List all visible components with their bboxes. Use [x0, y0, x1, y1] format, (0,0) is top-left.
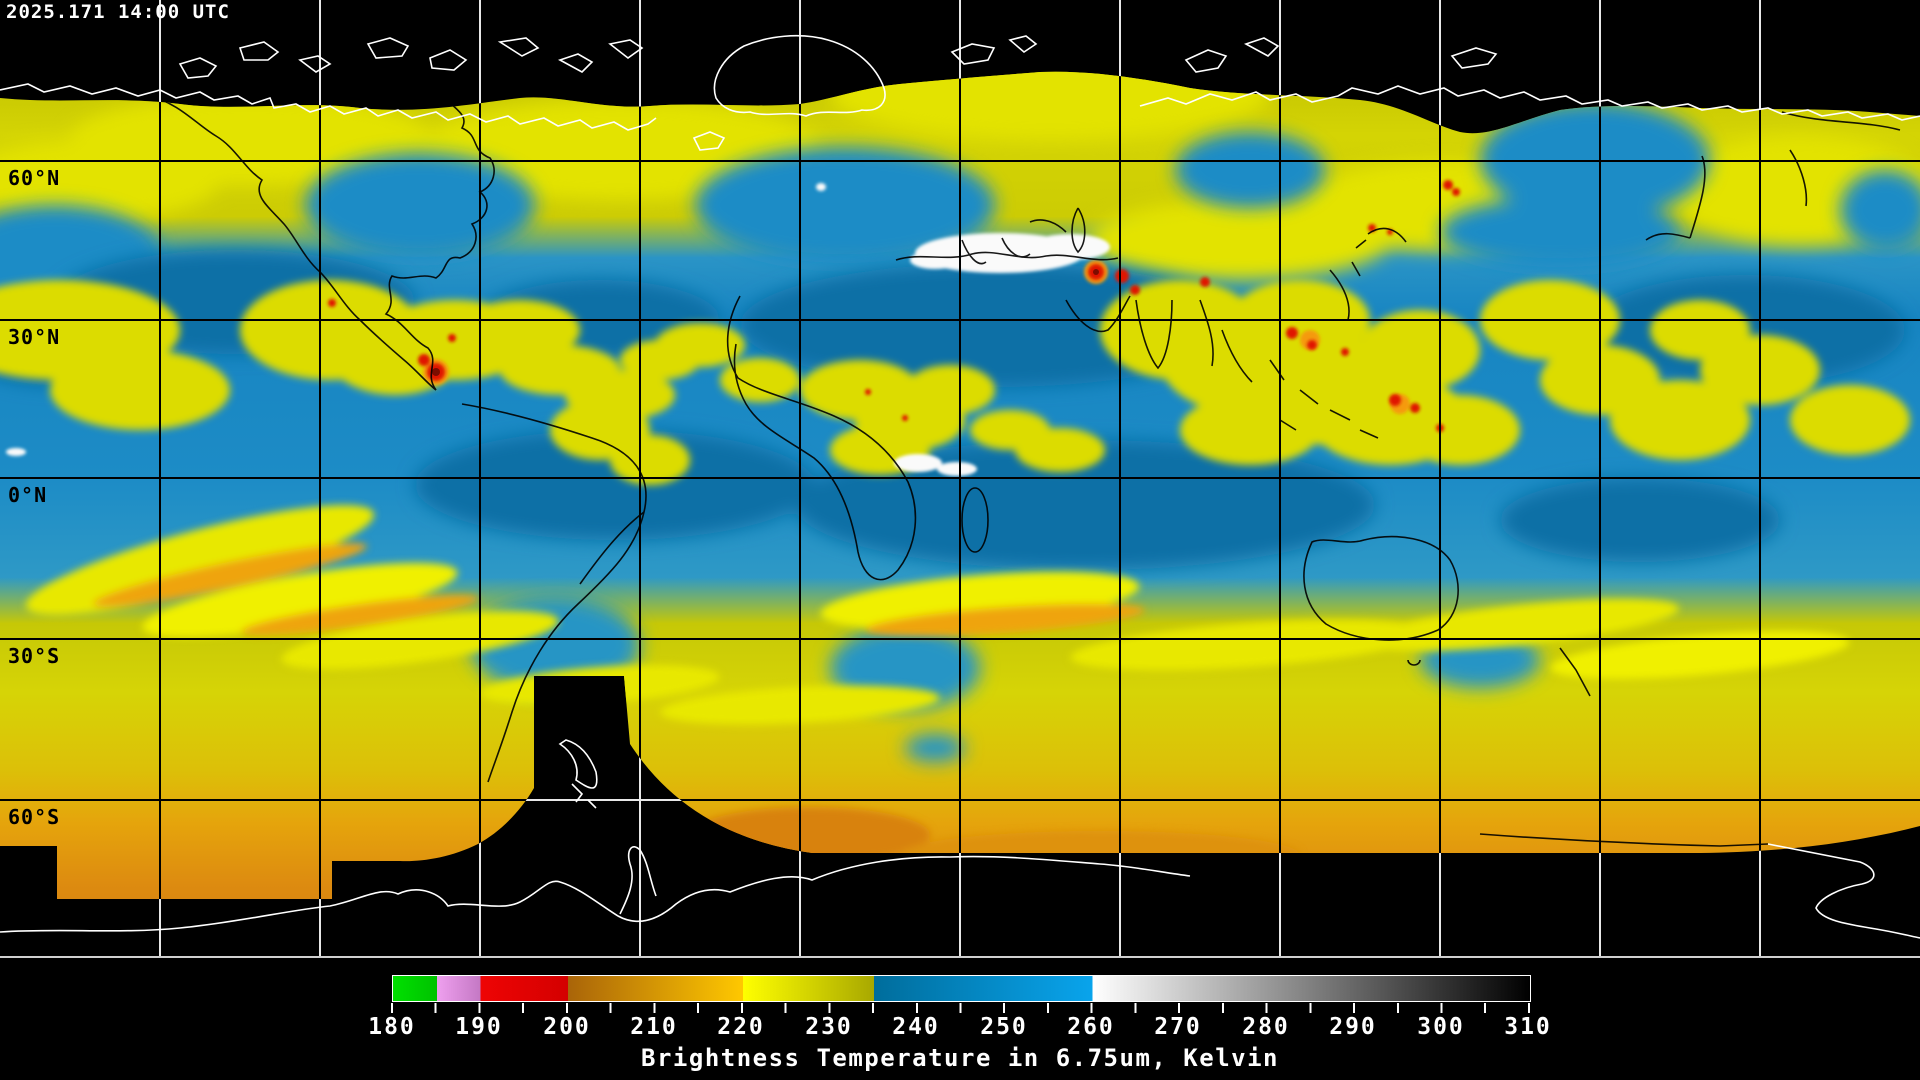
colorbar-label-230: 230	[805, 1014, 853, 1040]
lat-label-30n: 30°N	[8, 325, 61, 349]
colorbar-label-210: 210	[630, 1014, 678, 1040]
lat-label-60s: 60°S	[8, 805, 61, 829]
colorbar-label-240: 240	[892, 1014, 940, 1040]
colorbar-label-280: 280	[1242, 1014, 1290, 1040]
timestamp: 2025.171 14:00 UTC	[6, 1, 230, 23]
satellite-water-vapor-map: 2025.171 14:00 UTC 60°N 30°N 0°N 30°S 60…	[0, 0, 1920, 962]
colorbar-label-290: 290	[1329, 1014, 1377, 1040]
colorbar-label-310: 310	[1504, 1014, 1552, 1040]
coastlines-arctic	[0, 34, 1920, 151]
colorbar-label-250: 250	[980, 1014, 1028, 1040]
coastlines-antarctic	[0, 739, 1920, 939]
graticule-black	[0, 0, 1920, 962]
colorbar-label-220: 220	[717, 1014, 765, 1040]
colorbar-label-190: 190	[455, 1014, 503, 1040]
colorbar-caption: Brightness Temperature in 6.75um, Kelvin	[641, 1044, 1279, 1072]
colorbar-label-270: 270	[1154, 1014, 1202, 1040]
colorbar-label-300: 300	[1417, 1014, 1465, 1040]
map-bottom-border	[0, 956, 1920, 958]
coastlines-over-data	[149, 95, 1901, 847]
colorbar-label-180: 180	[368, 1014, 416, 1040]
lat-label-30s: 30°S	[8, 644, 61, 668]
colorbar-gradient	[392, 975, 1531, 1002]
colorbar-ticks	[391, 1003, 1531, 1013]
colorbar-label-260: 260	[1067, 1014, 1115, 1040]
lat-label-0n: 0°N	[8, 483, 48, 507]
colorbar-label-200: 200	[543, 1014, 591, 1040]
map-image	[0, 0, 1920, 962]
lat-label-60n: 60°N	[8, 166, 61, 190]
data-imagery	[0, 0, 1920, 962]
